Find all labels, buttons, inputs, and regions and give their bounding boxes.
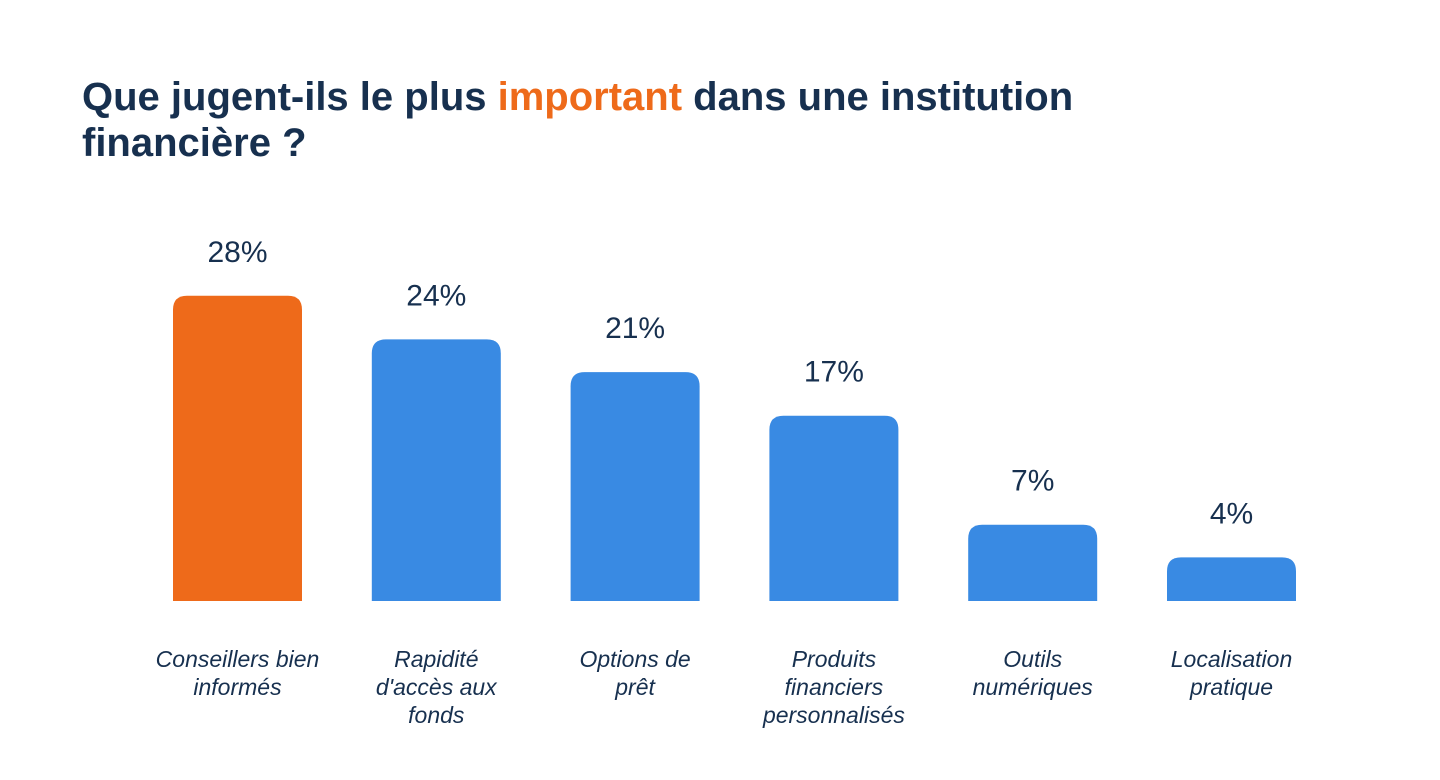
category-label-3-line-0: Produits xyxy=(792,646,877,672)
bar-value-label-0: 28% xyxy=(207,236,267,269)
category-label-5-line-0: Localisation xyxy=(1171,646,1292,672)
chart-title: Que jugent-ils le plus important dans un… xyxy=(82,74,1082,166)
category-labels-group: Conseillers bien informés Rapidité d'accès … xyxy=(156,646,1293,728)
category-label-1-line-2: fonds xyxy=(408,702,465,728)
bar-2 xyxy=(570,372,700,601)
category-label-3-line-2: personnalisés xyxy=(762,702,905,728)
bar-4 xyxy=(968,524,1098,601)
bars-group xyxy=(173,295,1296,601)
category-label-0-line-1: informés xyxy=(193,674,282,700)
bar-1 xyxy=(371,339,501,601)
bar-value-label-3: 17% xyxy=(804,356,864,389)
bar-0 xyxy=(173,295,302,601)
category-label-2-line-0: Options de xyxy=(579,646,690,672)
bar-value-label-2: 21% xyxy=(605,312,665,345)
category-label-4-line-1: numériques xyxy=(973,674,1094,700)
category-label-3-line-1: financiers xyxy=(785,674,884,700)
bar-value-label-5: 4% xyxy=(1210,497,1253,530)
category-label-5-line-1: pratique xyxy=(1189,674,1273,700)
category-label-5: Localisation pratique xyxy=(1171,646,1292,700)
category-label-0: Conseillers bien informés xyxy=(156,646,320,700)
title-accent: important xyxy=(497,75,683,119)
category-label-0-line-0: Conseillers bien xyxy=(156,646,320,672)
bar-3 xyxy=(769,415,899,601)
category-label-3: Produits financiers personnalisés xyxy=(762,646,905,728)
category-label-1-line-1: d'accès aux xyxy=(376,674,498,700)
bar-value-label-4: 7% xyxy=(1011,465,1054,498)
title-part-1: Que jugent-ils le plus xyxy=(82,75,498,119)
category-label-4-line-0: Outils xyxy=(1003,646,1062,672)
category-label-1: Rapidité d'accès aux fonds xyxy=(376,646,498,728)
bar-value-label-1: 24% xyxy=(406,279,466,312)
title-part-2: dans une institution financière ? xyxy=(82,75,1074,165)
category-label-2: Options de prêt xyxy=(579,646,690,700)
value-labels-group: 28% 24% 21% 17% 7% 4% xyxy=(207,236,1253,531)
category-label-2-line-1: prêt xyxy=(614,674,656,700)
category-label-4: Outils numériques xyxy=(973,646,1094,700)
category-label-1-line-0: Rapidité xyxy=(394,646,478,672)
bar-5 xyxy=(1167,557,1296,601)
